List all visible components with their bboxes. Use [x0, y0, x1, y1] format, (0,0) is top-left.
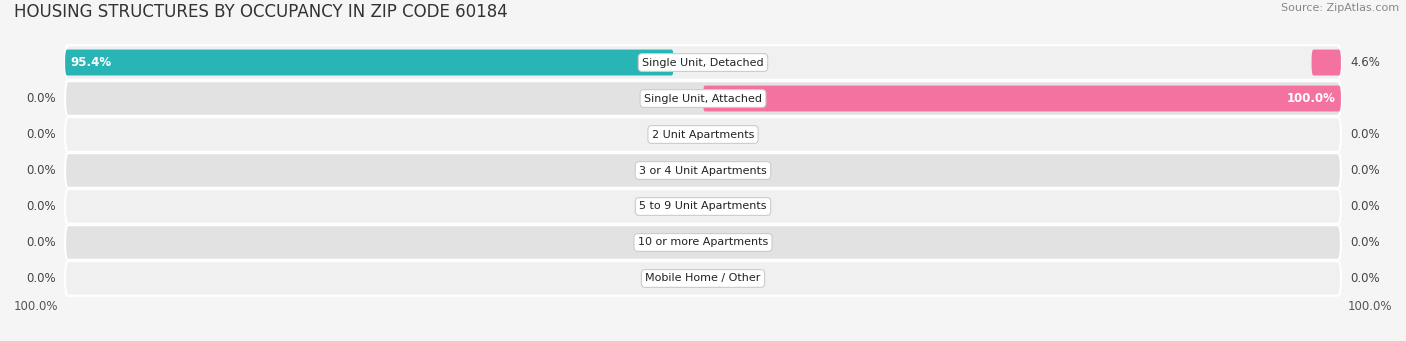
Text: 0.0%: 0.0%	[25, 272, 55, 285]
Text: 3 or 4 Unit Apartments: 3 or 4 Unit Apartments	[640, 165, 766, 176]
Text: 100.0%: 100.0%	[1347, 300, 1392, 313]
FancyBboxPatch shape	[703, 86, 1341, 112]
Text: 10 or more Apartments: 10 or more Apartments	[638, 237, 768, 248]
FancyBboxPatch shape	[65, 49, 673, 75]
Text: 0.0%: 0.0%	[1351, 236, 1381, 249]
FancyBboxPatch shape	[1312, 49, 1341, 75]
Text: Single Unit, Attached: Single Unit, Attached	[644, 93, 762, 104]
FancyBboxPatch shape	[65, 261, 1341, 296]
Text: 0.0%: 0.0%	[25, 200, 55, 213]
Text: 5 to 9 Unit Apartments: 5 to 9 Unit Apartments	[640, 202, 766, 211]
Text: 2 Unit Apartments: 2 Unit Apartments	[652, 130, 754, 139]
Text: 4.6%: 4.6%	[1351, 56, 1381, 69]
Text: Single Unit, Detached: Single Unit, Detached	[643, 58, 763, 68]
Text: 0.0%: 0.0%	[25, 164, 55, 177]
Text: 0.0%: 0.0%	[1351, 128, 1381, 141]
Text: 0.0%: 0.0%	[25, 128, 55, 141]
FancyBboxPatch shape	[65, 153, 1341, 188]
FancyBboxPatch shape	[65, 45, 1341, 80]
Text: Source: ZipAtlas.com: Source: ZipAtlas.com	[1281, 3, 1399, 13]
Text: 100.0%: 100.0%	[1286, 92, 1336, 105]
Text: 0.0%: 0.0%	[1351, 200, 1381, 213]
Text: 0.0%: 0.0%	[25, 236, 55, 249]
FancyBboxPatch shape	[65, 81, 1341, 116]
FancyBboxPatch shape	[65, 225, 1341, 260]
FancyBboxPatch shape	[65, 117, 1341, 152]
Text: 0.0%: 0.0%	[1351, 272, 1381, 285]
Text: 95.4%: 95.4%	[70, 56, 111, 69]
Text: HOUSING STRUCTURES BY OCCUPANCY IN ZIP CODE 60184: HOUSING STRUCTURES BY OCCUPANCY IN ZIP C…	[14, 3, 508, 21]
Text: 0.0%: 0.0%	[25, 92, 55, 105]
Text: 100.0%: 100.0%	[14, 300, 59, 313]
FancyBboxPatch shape	[65, 189, 1341, 224]
Text: 0.0%: 0.0%	[1351, 164, 1381, 177]
Text: Mobile Home / Other: Mobile Home / Other	[645, 273, 761, 283]
